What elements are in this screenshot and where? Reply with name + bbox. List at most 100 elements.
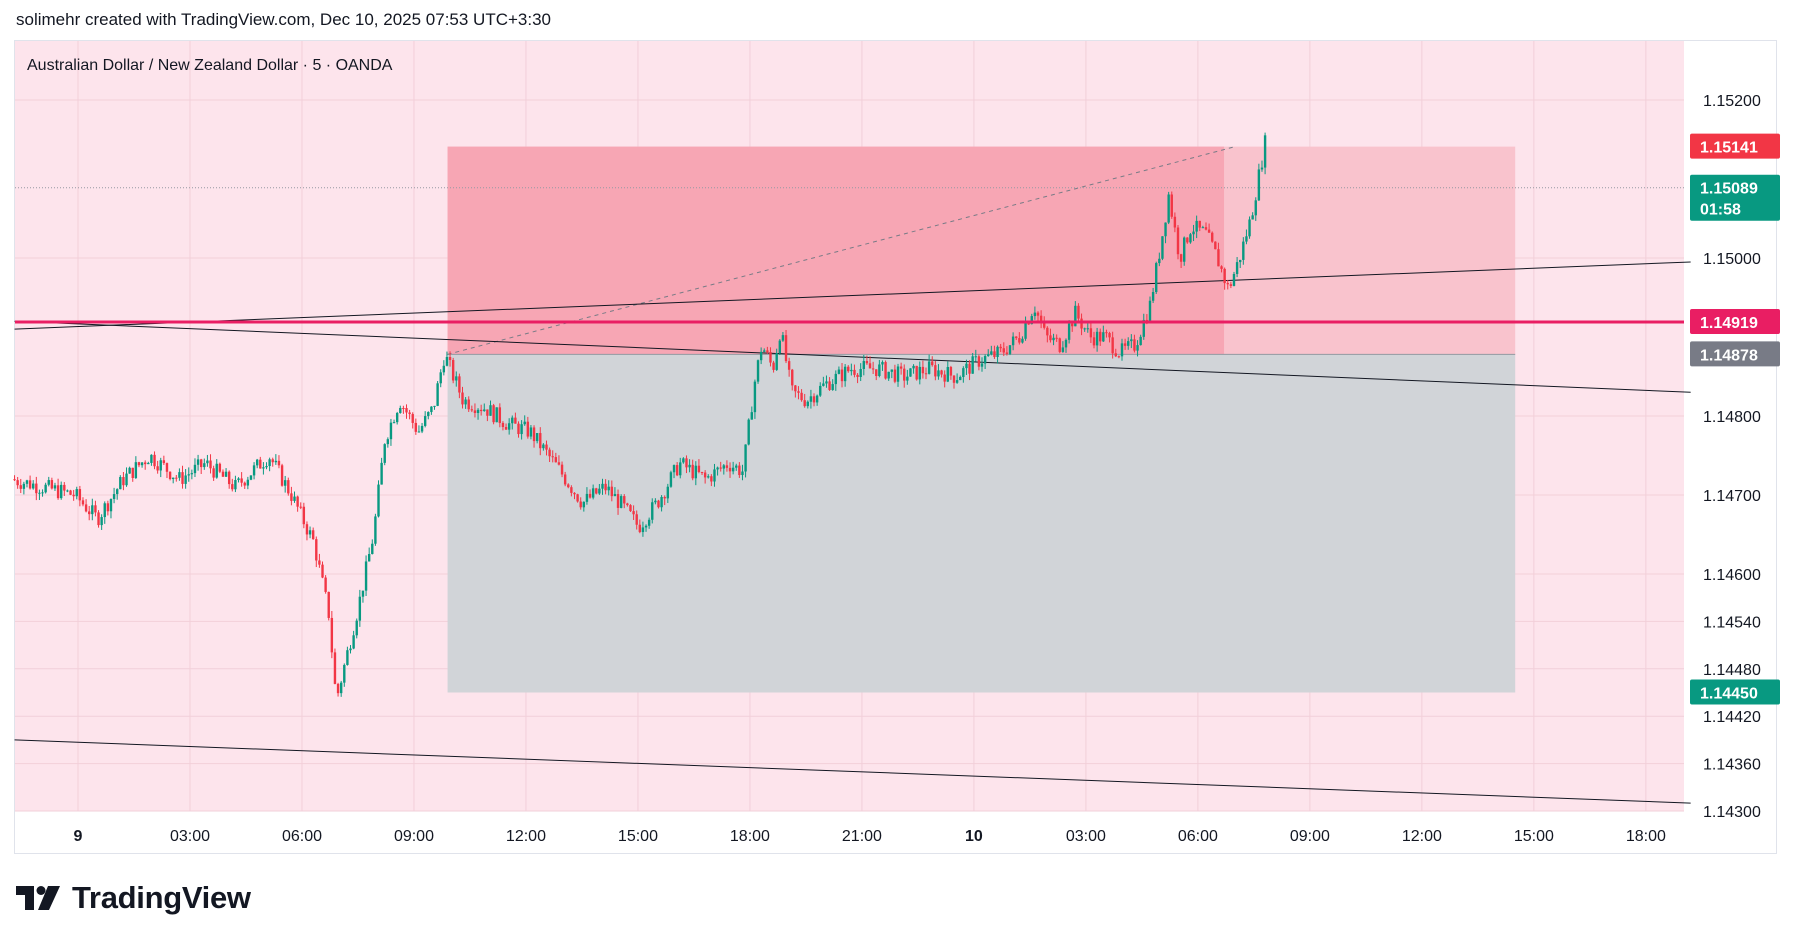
candle-body [719, 467, 722, 469]
candle-body [1027, 323, 1030, 325]
candle-body [293, 496, 296, 501]
candle-body [865, 361, 869, 364]
candle-body [414, 422, 418, 432]
candle-body [377, 484, 380, 517]
candle-body [115, 489, 119, 495]
price-badge-label: 1.15141 [1700, 140, 1758, 157]
candle-body [971, 356, 974, 374]
price-tick-label: 1.14480 [1703, 662, 1761, 679]
candle-body [623, 496, 626, 504]
candle-body [1245, 236, 1248, 242]
candle-body [1220, 266, 1223, 269]
candle-body [666, 486, 670, 499]
candle-body [433, 405, 436, 407]
candle-body [349, 648, 352, 651]
candle-body [588, 493, 592, 498]
candle-body [277, 460, 281, 466]
candle-body [240, 478, 243, 483]
candle-body [467, 399, 470, 410]
candle-body [330, 617, 334, 653]
candle-body [610, 486, 614, 497]
candle-body [629, 505, 632, 512]
time-tick-label: 18:00 [730, 828, 770, 845]
price-tick-label: 1.14360 [1703, 757, 1761, 774]
candle-body [1242, 241, 1245, 260]
candle-body [713, 469, 716, 482]
candle-body [94, 505, 97, 513]
candle-body [965, 363, 968, 369]
candle-body [893, 369, 897, 382]
candle-body [682, 458, 685, 463]
trend-lines[interactable] [14, 261, 1691, 804]
price-badge [1690, 133, 1780, 159]
candle-body [840, 369, 844, 382]
trend-line[interactable] [14, 739, 1691, 804]
candle-body [772, 362, 775, 370]
candle-body [175, 477, 178, 479]
candle-body [215, 463, 218, 478]
candle-body [853, 369, 856, 375]
candle-body [190, 473, 194, 475]
candle-body [878, 364, 881, 376]
candle-body [221, 471, 225, 477]
candle-body [455, 376, 458, 381]
candle-body [106, 503, 110, 512]
candle-body [311, 530, 315, 540]
candle-body [843, 366, 847, 382]
candle-body [909, 368, 912, 377]
candle-body [539, 433, 542, 449]
candle-body [315, 539, 318, 561]
candle-body [1018, 338, 1021, 343]
candle-body [224, 471, 228, 477]
candle-body [1257, 169, 1261, 201]
candle-body [881, 362, 884, 365]
trend-line[interactable] [14, 261, 1691, 330]
candle-body [35, 483, 38, 494]
candle-body [1099, 331, 1102, 342]
candle-body [899, 366, 903, 369]
candle-body [529, 427, 533, 437]
candle-body [601, 483, 604, 489]
candle-body [483, 409, 486, 412]
price-tick-label: 1.14700 [1703, 488, 1761, 505]
candle-body [1139, 336, 1142, 346]
price-axis[interactable]: 1.15200 1.15000 1.14800 1.14700 1.14600 1.145… [1690, 93, 1780, 821]
candle-body [386, 439, 390, 445]
candle-body [392, 422, 396, 424]
candle-body [16, 480, 19, 486]
candle-body [423, 416, 427, 426]
candle-body [570, 487, 573, 493]
candle-body [1226, 283, 1229, 285]
candle-body [526, 421, 530, 437]
candle-body [184, 475, 187, 484]
position-tool[interactable] [447, 146, 1516, 693]
trend-line[interactable] [14, 320, 1691, 393]
candle-body [517, 423, 520, 435]
candle-body [980, 363, 984, 367]
candle-body [1211, 232, 1214, 242]
candle-body [75, 489, 78, 497]
candle-body [946, 366, 949, 382]
candle-body [819, 385, 822, 396]
candle-body [607, 486, 610, 491]
candle-body [1015, 336, 1018, 339]
candle-body [582, 501, 586, 508]
candle-body [218, 463, 222, 472]
candle-body [697, 465, 701, 472]
candle-body [178, 472, 181, 478]
candle-body [759, 351, 763, 361]
stop-zone[interactable] [447, 354, 1516, 693]
candle-body [756, 360, 760, 382]
candle-body [352, 635, 355, 649]
candle-body [72, 494, 75, 497]
candle-body [374, 516, 377, 544]
candle-body [44, 484, 47, 493]
time-axis[interactable]: 9 03:00 06:00 09:00 12:00 15:00 18:00 21:00 10 03… [74, 828, 1666, 845]
candle-body [364, 561, 368, 591]
time-tick-label: 06:00 [282, 828, 322, 845]
candle-body [227, 471, 231, 485]
candle-body [430, 406, 433, 413]
time-tick-label: 21:00 [842, 828, 882, 845]
candle-body [685, 458, 688, 468]
